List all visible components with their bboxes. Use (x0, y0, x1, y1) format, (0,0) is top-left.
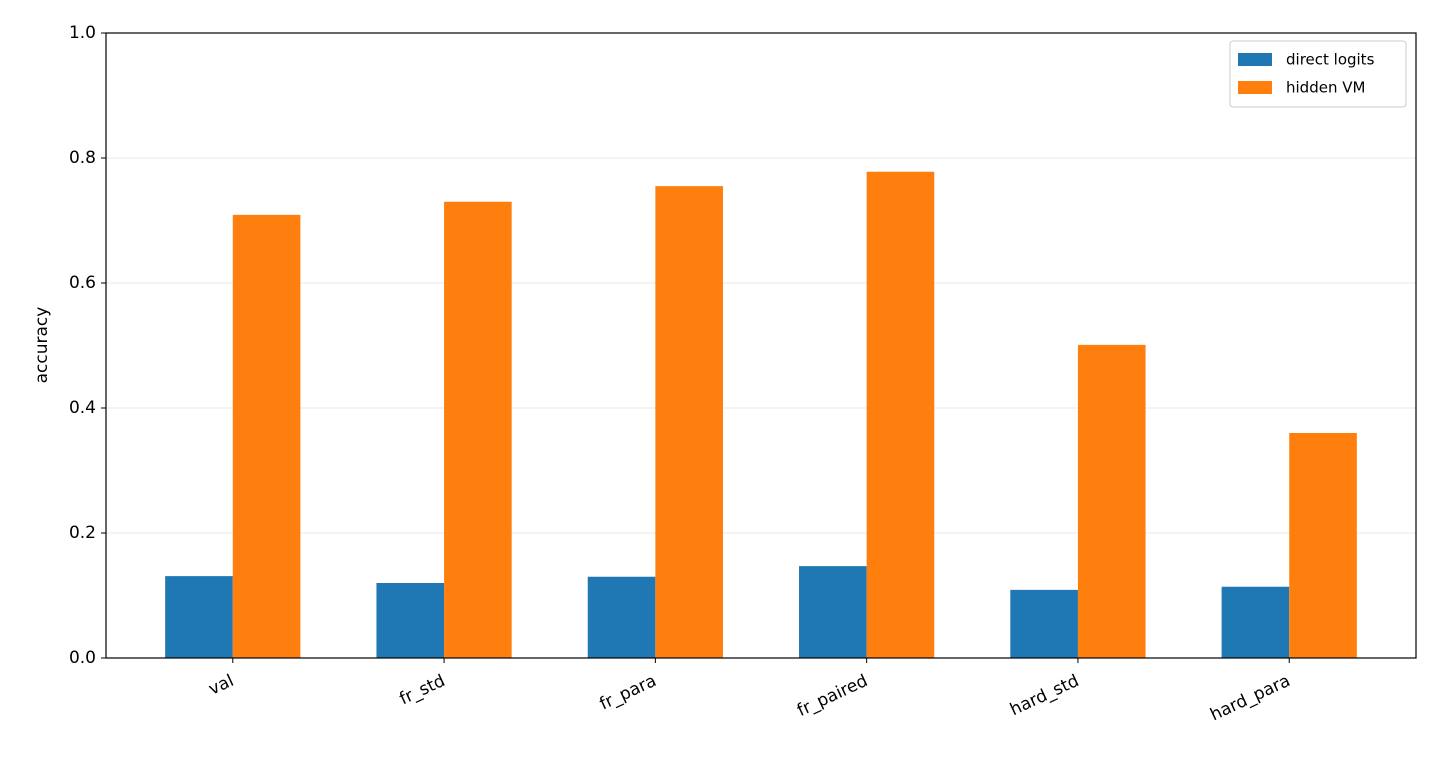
bar (376, 583, 445, 658)
x-tick-label: hard_std (1007, 671, 1082, 720)
x-tick-label: hard_para (1207, 671, 1293, 725)
bar (799, 566, 867, 658)
bar (1010, 589, 1078, 658)
plot-frame (105, 32, 1417, 659)
bar (866, 171, 935, 658)
x-tick-label: fr_paired (794, 671, 871, 721)
y-tick-label: 0.2 (69, 523, 96, 543)
bar (165, 576, 233, 658)
y-tick-label: 1.0 (69, 23, 96, 43)
bar (1289, 433, 1357, 658)
legend-swatch (1238, 53, 1272, 66)
bar (444, 201, 512, 658)
legend: direct logits hidden VM (1229, 40, 1407, 108)
bar (1077, 344, 1146, 658)
legend-frame (1229, 40, 1407, 108)
bar (655, 186, 723, 658)
legend-label: hidden VM (1286, 79, 1365, 97)
bar (587, 576, 656, 658)
bar (1221, 586, 1290, 658)
y-tick-label: 0.6 (69, 273, 96, 293)
x-tick-label: fr_para (597, 671, 660, 715)
legend-swatch (1238, 81, 1272, 94)
x-tick-label: fr_std (397, 671, 449, 709)
bar (232, 214, 301, 658)
y-tick-label: 0.4 (69, 398, 96, 418)
y-axis-label: accuracy (32, 307, 52, 384)
y-tick-label: 0.8 (69, 148, 96, 168)
y-tick-label: 0.0 (69, 648, 96, 668)
x-tick-label: val (206, 671, 237, 700)
legend-label: direct logits (1286, 51, 1375, 69)
